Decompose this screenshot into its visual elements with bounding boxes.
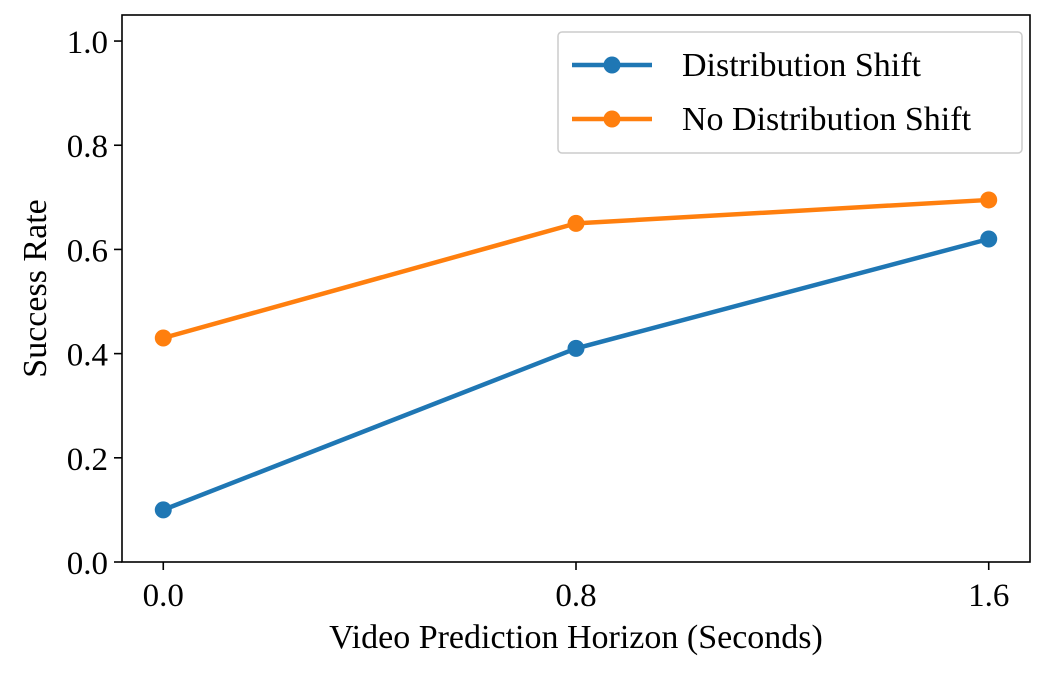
legend-entry: No Distribution Shift [572,101,972,138]
x-axis: 0.0 0.8 1.6 [143,562,1009,614]
y-tick-label: 0.2 [67,442,108,478]
y-axis: 0.0 0.2 0.4 0.6 0.8 1.0 [67,25,122,582]
series-2 [154,191,998,347]
y-tick-label: 0.6 [67,233,108,269]
series-layer [154,191,998,519]
data-point [567,339,585,357]
data-point [980,191,998,209]
series-1 [154,230,998,519]
y-tick-label: 1.0 [67,25,108,61]
data-point [154,501,172,519]
legend-marker [603,110,621,128]
series-line [162,236,990,513]
x-tick-label: 0.8 [555,578,596,614]
legend-label: No Distribution Shift [682,101,972,138]
data-point [154,329,172,347]
legend: Distribution Shift No Distribution Shift [557,31,1023,154]
x-axis-label: Video Prediction Horizon (Seconds) [329,619,823,656]
y-axis-label: Success Rate [17,199,54,377]
legend-marker [603,56,621,74]
x-tick-label: 0.0 [143,578,184,614]
y-tick-label: 0.4 [67,338,108,374]
data-point [980,230,998,248]
y-tick-label: 0.8 [67,129,108,165]
x-tick-label: 1.6 [968,578,1009,614]
legend-box [557,31,1023,154]
data-point [567,214,585,232]
legend-label: Distribution Shift [682,47,922,84]
legend-entry: Distribution Shift [572,47,922,84]
y-tick-label: 0.0 [67,546,108,582]
